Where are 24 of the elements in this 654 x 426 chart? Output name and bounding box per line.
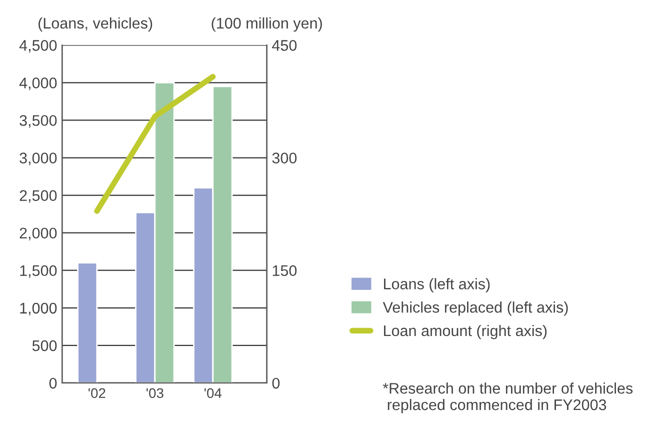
y-tick-label: 1,000 <box>20 302 57 316</box>
text: *Research on the number of vehicles replaced commenced in FY2003 <box>382 382 633 414</box>
y2-tick-label: 150 <box>272 265 297 276</box>
y-tick-label: 2,500 <box>20 190 57 203</box>
y-tick-label: 4,500 <box>19 40 57 53</box>
y-tick-label: 2,000 <box>20 228 57 240</box>
y2-tick-label: 300 <box>272 152 297 164</box>
bar <box>77 262 98 383</box>
y-tick-label: 3,000 <box>20 152 57 166</box>
x-tick-label: '02 <box>88 388 106 398</box>
y-tick-label: 3,500 <box>20 115 57 128</box>
legend-label: Loans (left axis) <box>384 278 490 292</box>
y2-axis-title: (100 million yen) <box>212 17 322 32</box>
x-tick-label: '03 <box>146 388 164 398</box>
legend-label: Loan amount (right axis) <box>384 324 547 340</box>
y2-tick-label: 0 <box>272 378 280 389</box>
y-tick-label: 500 <box>32 340 57 352</box>
y2-tick-label: 450 <box>272 40 297 51</box>
y-tick-label: 0 <box>49 378 57 389</box>
y-tick-label: 4,000 <box>19 78 57 90</box>
y-axis-title: (Loans, vehicles) <box>38 17 152 32</box>
y-tick-label: 1,500 <box>20 265 57 278</box>
legend-label: Vehicles replaced (left axis) <box>382 302 568 316</box>
x-tick-label: '04 <box>204 388 222 398</box>
